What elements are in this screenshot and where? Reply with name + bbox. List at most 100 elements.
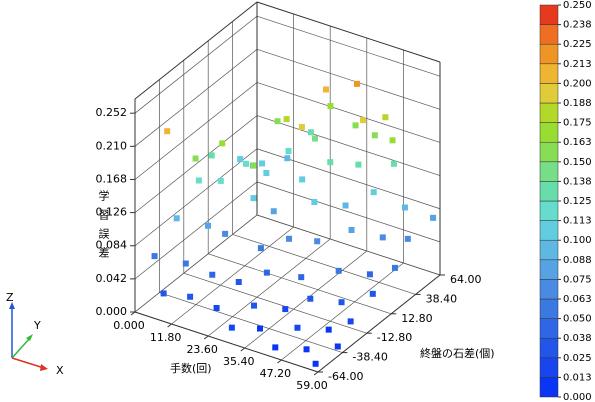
point <box>404 235 411 242</box>
point <box>352 122 359 129</box>
gizmo-z-label: Z <box>6 291 14 304</box>
grid-line <box>134 49 258 147</box>
x-tick-label: 0.000 <box>113 319 145 332</box>
grid-line <box>134 148 258 247</box>
point <box>257 325 264 332</box>
x-tick-label: 47.20 <box>260 367 292 380</box>
point <box>359 117 366 124</box>
point <box>371 132 378 139</box>
tick-mark <box>240 347 246 352</box>
tick-mark <box>313 371 319 376</box>
point <box>250 195 257 202</box>
colorbar-label: 0.138 <box>563 176 592 187</box>
point <box>182 260 189 267</box>
colorbar-segment <box>539 239 559 261</box>
point <box>307 295 314 302</box>
colorbar-segment <box>539 318 559 339</box>
point <box>294 324 301 331</box>
colorbar-label: 0.088 <box>563 255 592 266</box>
grid-line <box>159 292 343 353</box>
gizmo-y-label: Y <box>33 319 41 332</box>
grid-line <box>256 115 441 176</box>
colorbar-label: 0.200 <box>563 78 592 89</box>
point <box>270 208 277 215</box>
colorbar-label: 0.013 <box>563 372 592 383</box>
colorbar-label: 0.100 <box>563 235 592 246</box>
point <box>353 80 360 87</box>
x-tick-label: 35.40 <box>223 355 255 368</box>
point <box>251 302 258 309</box>
colorbar-segment <box>539 377 559 398</box>
grid-line <box>134 82 258 180</box>
gizmo-x-head <box>40 364 48 371</box>
point <box>217 177 224 184</box>
point <box>219 140 226 147</box>
point <box>311 198 318 205</box>
point <box>204 222 211 229</box>
colorbar-segment <box>539 4 559 25</box>
point <box>209 271 216 278</box>
point <box>286 235 293 242</box>
colorbar-segment <box>539 181 559 202</box>
grid-line <box>256 82 441 143</box>
z-tick-label: 0.252 <box>96 106 128 119</box>
point <box>303 346 310 353</box>
colorbar-label: 0.225 <box>563 39 592 50</box>
colorbar-label: 0.113 <box>563 216 592 227</box>
point <box>401 204 408 211</box>
colorbar-segment <box>539 220 559 241</box>
colorbar-label: 0.163 <box>563 137 592 148</box>
point <box>299 176 306 183</box>
grid-line <box>207 238 331 337</box>
point <box>284 155 291 162</box>
colorbar-label: 0.063 <box>563 294 592 305</box>
point <box>327 159 334 166</box>
point <box>327 103 334 110</box>
point <box>213 304 220 311</box>
colorbar-segment <box>539 83 559 104</box>
grid-line <box>171 226 294 325</box>
grid-line <box>232 234 416 295</box>
grid-line <box>244 250 368 349</box>
point <box>272 344 279 351</box>
colorbar-label: 0.250 <box>563 0 592 11</box>
colorbar-segment <box>539 122 559 143</box>
z-axis-label: 学習誤差 <box>97 189 110 266</box>
point <box>263 269 270 276</box>
point <box>312 360 319 367</box>
point <box>370 189 377 196</box>
x-tick-label: 59.00 <box>296 379 328 392</box>
point <box>173 215 180 222</box>
point <box>257 245 264 252</box>
y-tick-label: 38.40 <box>426 292 458 305</box>
colorbar-label: 0.175 <box>563 118 592 129</box>
point <box>228 324 235 331</box>
point <box>283 116 290 123</box>
grid-line <box>183 272 367 334</box>
point <box>311 135 318 142</box>
point <box>160 290 167 297</box>
gizmo-y <box>11 337 31 359</box>
box-edge <box>134 1 258 100</box>
colorbar-segment <box>539 161 559 182</box>
point <box>391 264 398 271</box>
colorbar-label: 0.038 <box>563 333 592 344</box>
point <box>314 238 321 245</box>
z-tick-label: 0.168 <box>96 172 128 185</box>
tick-mark <box>203 335 209 340</box>
y-axis-label: 終盤の石差(個) <box>420 346 495 360</box>
point <box>390 160 397 167</box>
colorbar-segment <box>539 43 559 65</box>
point <box>430 214 437 221</box>
point <box>307 129 314 136</box>
point <box>335 267 342 274</box>
grid-line <box>256 49 441 110</box>
z-tick-label: 0.042 <box>96 272 128 285</box>
point <box>164 128 171 135</box>
grid-line <box>256 181 441 243</box>
z-tick-label: 0.210 <box>96 139 128 152</box>
point <box>259 160 266 167</box>
grid-line <box>134 15 258 114</box>
grid-line <box>134 214 258 313</box>
colorbar-segment <box>539 141 559 163</box>
